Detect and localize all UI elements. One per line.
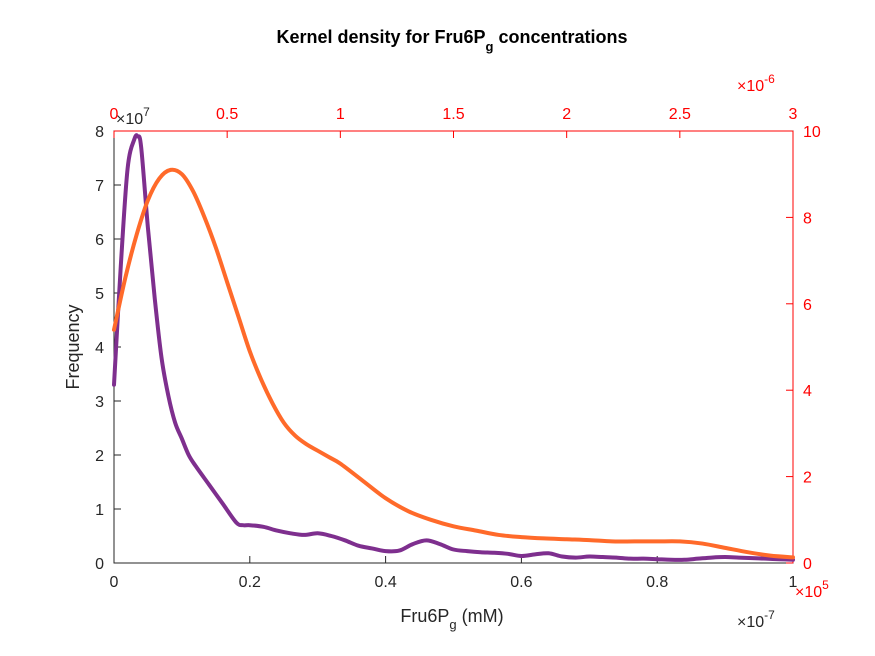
right-tick-label: 0 bbox=[803, 556, 812, 573]
right-tick-label: 10 bbox=[803, 124, 821, 141]
series-line-1 bbox=[112, 133, 795, 562]
right-tick-label: 6 bbox=[803, 297, 812, 314]
left-tick-label: 2 bbox=[95, 448, 104, 465]
y-axis-label: Frequency bbox=[63, 304, 83, 389]
left-tick-label: 3 bbox=[95, 394, 104, 411]
left-tick-label: 6 bbox=[95, 232, 104, 249]
bottom-tick-label: 0 bbox=[110, 574, 119, 591]
top-tick-label: 2 bbox=[562, 106, 571, 123]
left-tick-label: 8 bbox=[95, 124, 104, 141]
right-axis-exponent: ×105 bbox=[795, 578, 829, 601]
left-tick-label: 4 bbox=[95, 340, 104, 357]
bottom-tick-label: 1 bbox=[789, 574, 798, 591]
chart-title: Kernel density for Fru6Pg concentrations bbox=[276, 27, 627, 54]
left-tick-label: 1 bbox=[95, 502, 104, 519]
top-tick-label: 1.5 bbox=[442, 106, 464, 123]
bottom-tick-label: 0.8 bbox=[646, 574, 668, 591]
left-axis-exponent: ×107 bbox=[116, 105, 150, 128]
right-tick-label: 4 bbox=[803, 383, 812, 400]
series-line-2 bbox=[112, 167, 795, 560]
top-tick-label: 0 bbox=[110, 106, 119, 123]
right-tick-label: 2 bbox=[803, 470, 812, 487]
top-tick-label: 1 bbox=[336, 106, 345, 123]
top-tick-label: 0.5 bbox=[216, 106, 238, 123]
top-tick-label: 2.5 bbox=[669, 106, 691, 123]
plot-area bbox=[113, 130, 794, 564]
top-axis-exponent: ×10-6 bbox=[737, 72, 775, 95]
left-tick-label: 5 bbox=[95, 286, 104, 303]
x-axis-label: Fru6Pg (mM) bbox=[400, 606, 503, 632]
bottom-tick-label: 0.6 bbox=[510, 574, 532, 591]
right-tick-label: 8 bbox=[803, 210, 812, 227]
left-tick-label: 0 bbox=[95, 556, 104, 573]
bottom-tick-label: 0.2 bbox=[239, 574, 261, 591]
bottom-axis-exponent: ×10-7 bbox=[737, 608, 775, 631]
top-tick-label: 3 bbox=[789, 106, 798, 123]
left-tick-label: 7 bbox=[95, 178, 104, 195]
bottom-tick-label: 0.4 bbox=[374, 574, 396, 591]
